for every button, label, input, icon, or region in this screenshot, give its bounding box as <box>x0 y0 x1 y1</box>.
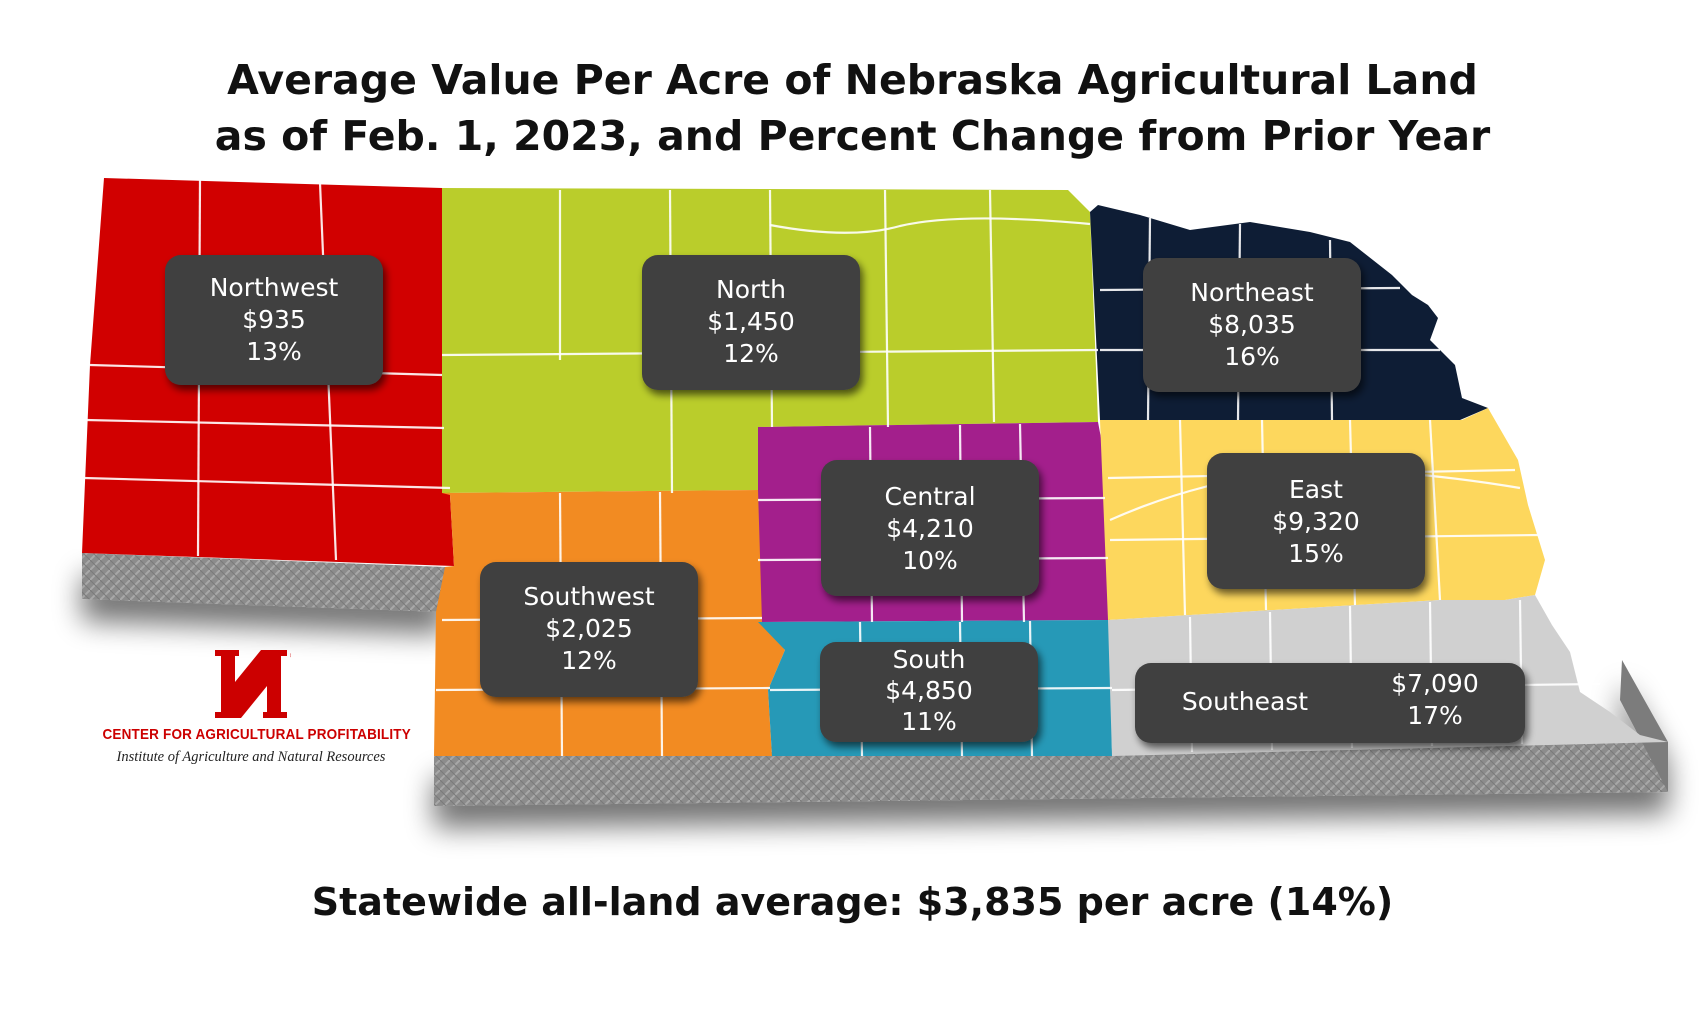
region-label-south: South $4,850 11% <box>820 642 1038 742</box>
region-label-northwest: Northwest $935 13% <box>165 255 383 385</box>
statewide-average: Statewide all-land average: $3,835 per a… <box>311 880 1394 924</box>
region-label-east: East $9,320 15% <box>1207 453 1425 589</box>
region-change-southeast: 17% <box>1407 701 1463 730</box>
region-label-southeast: Southeast $7,090 17% <box>1135 663 1525 743</box>
map-title: Average Value Per Acre of Nebraska Agric… <box>0 52 1705 164</box>
region-label-northeast: Northeast $8,035 16% <box>1143 258 1361 392</box>
region-change-northwest: 13% <box>246 337 302 366</box>
region-value-northwest: $935 <box>242 305 306 334</box>
region-value-north: $1,450 <box>707 307 794 336</box>
nebraska-n-logo-icon: ® <box>215 650 291 718</box>
map-title-line-2: as of Feb. 1, 2023, and Percent Change f… <box>214 112 1491 160</box>
map-title-line-1: Average Value Per Acre of Nebraska Agric… <box>227 56 1478 104</box>
region-value-south: $4,850 <box>885 676 972 705</box>
region-value-northeast: $8,035 <box>1208 310 1295 339</box>
region-name-northeast: Northeast <box>1190 278 1314 307</box>
region-label-north: North $1,450 12% <box>642 255 860 390</box>
region-name-north: North <box>716 275 786 304</box>
region-name-south: South <box>893 645 966 674</box>
region-name-central: Central <box>884 482 975 511</box>
region-change-south: 11% <box>901 707 957 736</box>
region-label-southwest: Southwest $2,025 12% <box>480 562 698 697</box>
region-name-east: East <box>1289 475 1343 504</box>
region-change-central: 10% <box>902 546 958 575</box>
region-value-southeast: $7,090 <box>1391 669 1478 698</box>
region-name-southeast: Southeast <box>1182 687 1308 716</box>
region-name-southwest: Southwest <box>523 582 655 611</box>
region-change-north: 12% <box>723 339 779 368</box>
logo-institute-name: Institute of Agriculture and Natural Res… <box>116 749 386 765</box>
region-change-southwest: 12% <box>561 646 617 675</box>
region-value-central: $4,210 <box>886 514 973 543</box>
region-change-northeast: 16% <box>1224 342 1280 371</box>
region-name-northwest: Northwest <box>210 273 339 302</box>
region-value-east: $9,320 <box>1272 507 1359 536</box>
map-edge <box>82 553 1668 806</box>
region-label-central: Central $4,210 10% <box>821 460 1039 596</box>
region-value-southwest: $2,025 <box>545 614 632 643</box>
center-for-agricultural-profitability-logo: ® CENTER FOR AGRICULTURAL PROFITABILITY … <box>86 646 416 766</box>
svg-text:®: ® <box>290 652 291 660</box>
logo-center-name: CENTER FOR AGRICULTURAL PROFITABILITY <box>102 726 411 743</box>
region-change-east: 15% <box>1288 539 1344 568</box>
